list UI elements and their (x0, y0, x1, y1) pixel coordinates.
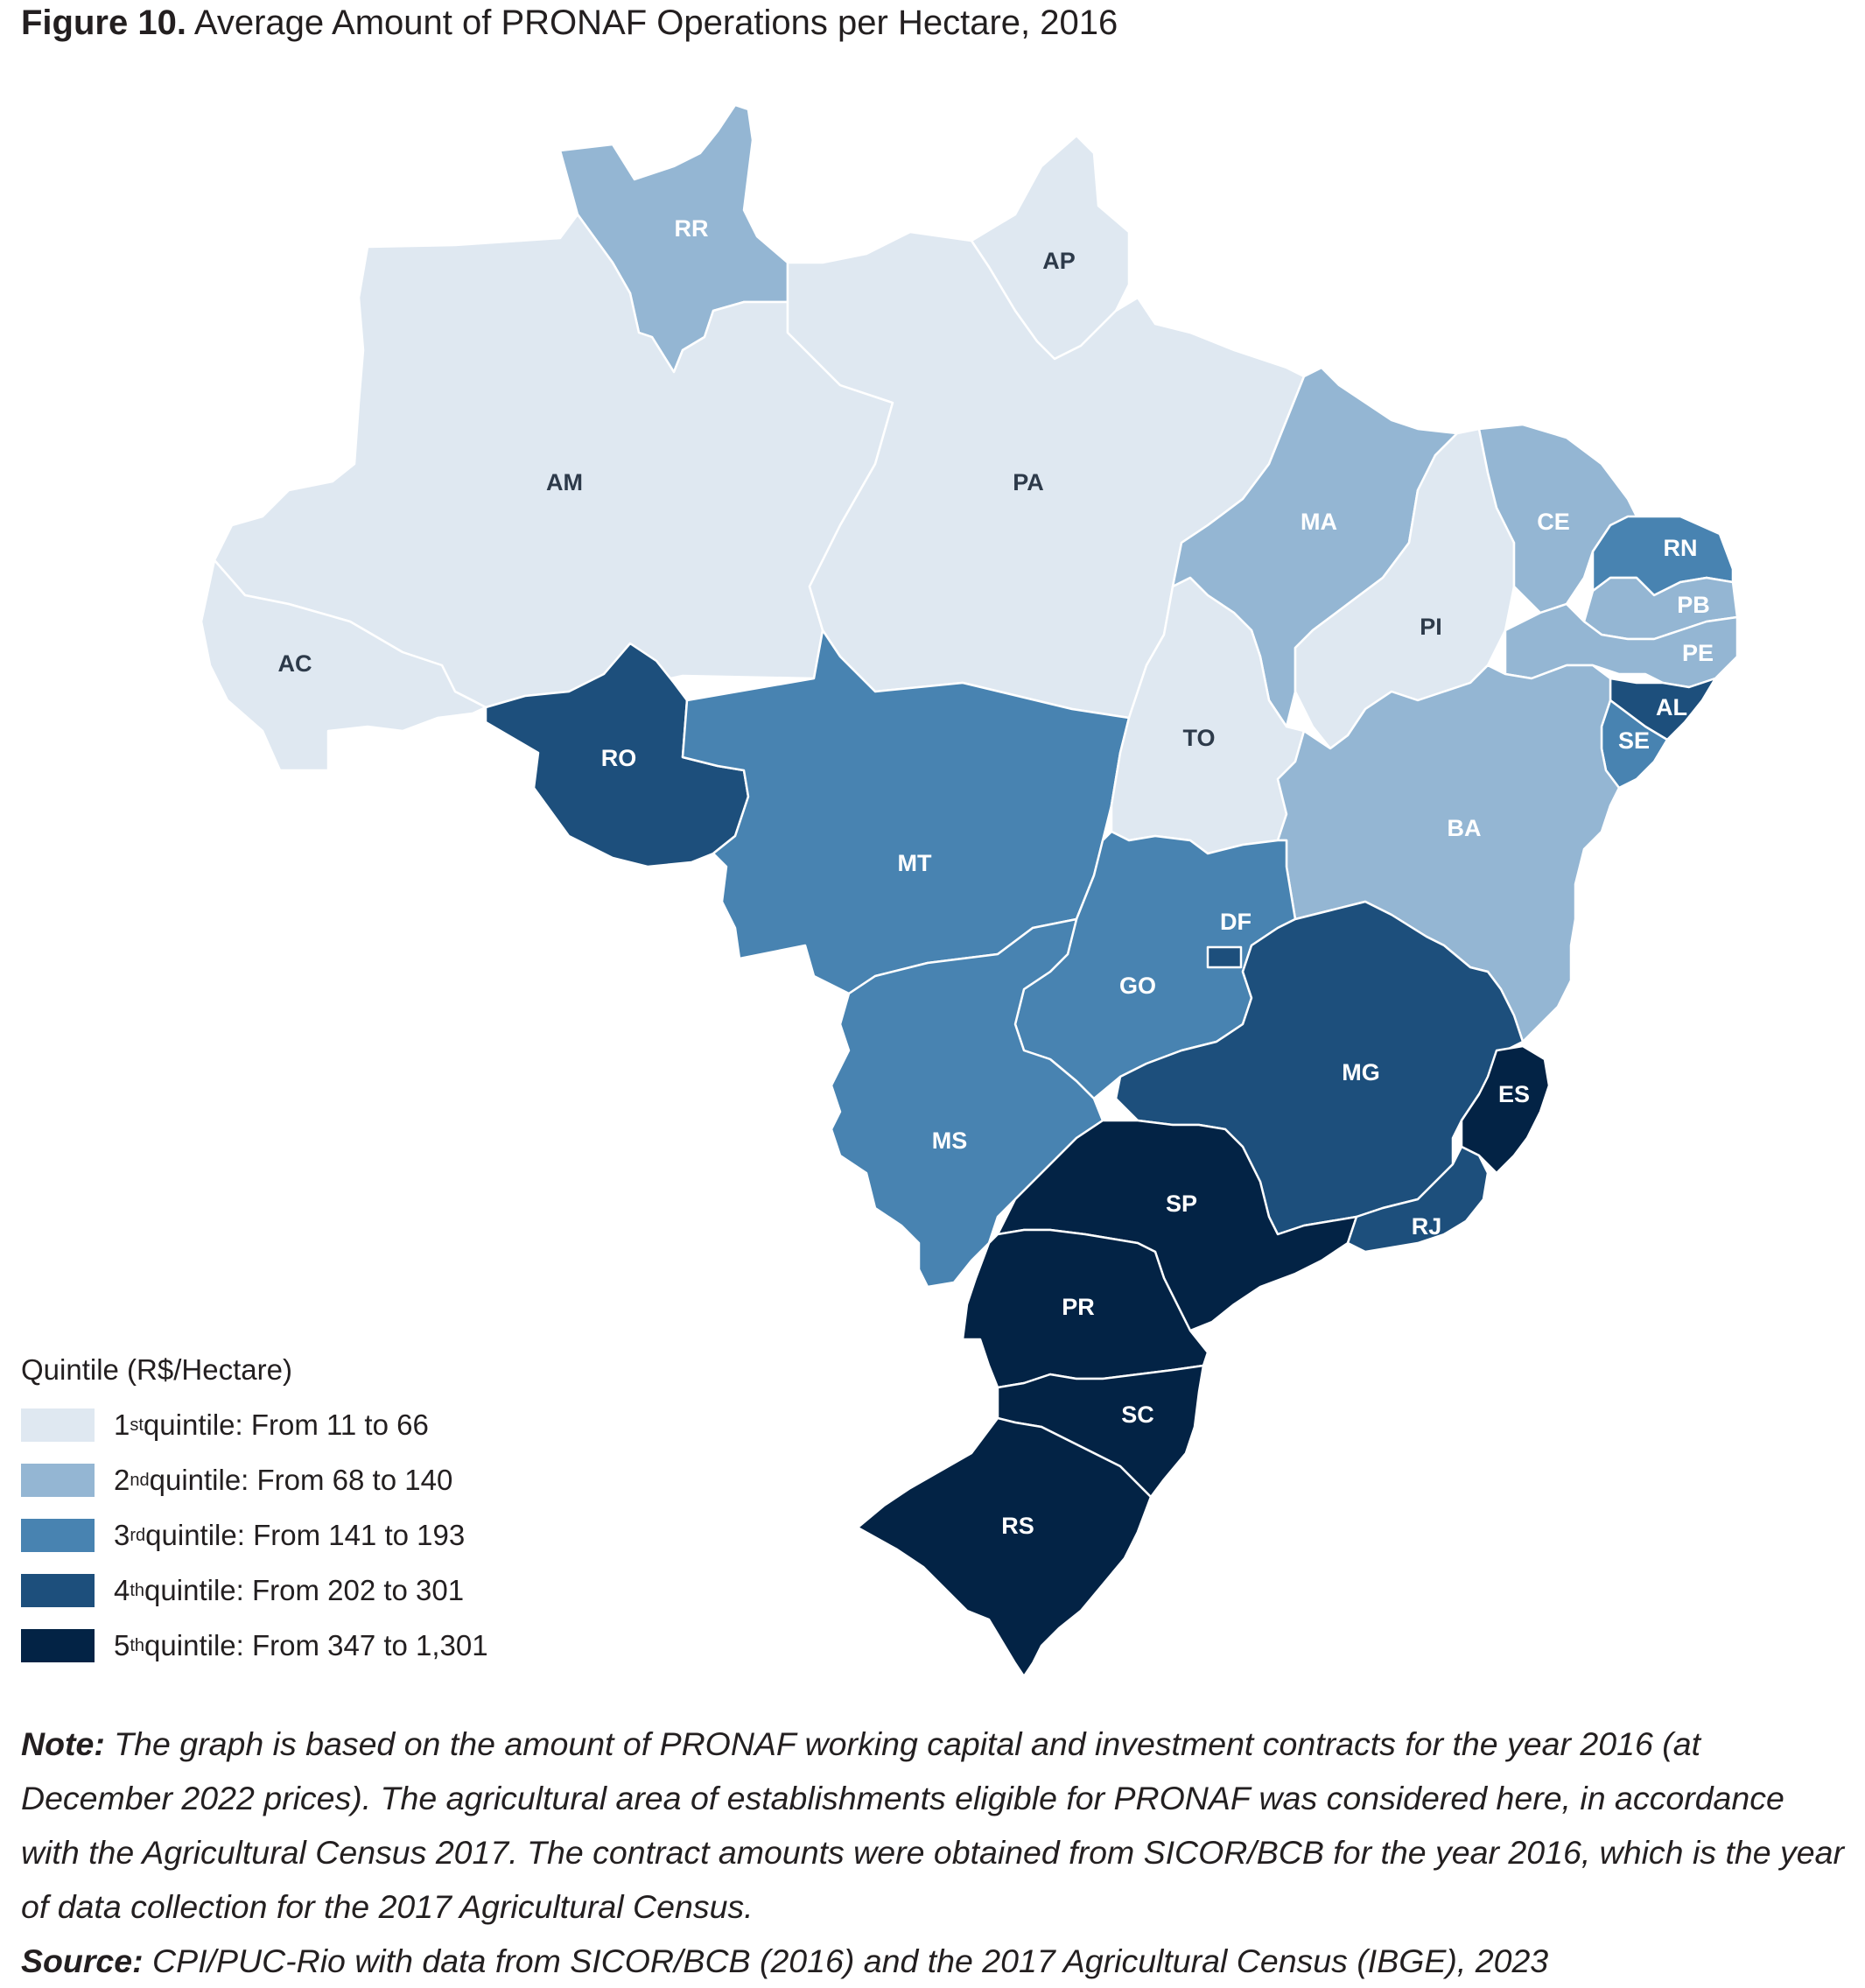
legend-swatch (21, 1464, 95, 1497)
legend-ordinal: 2 (114, 1464, 130, 1497)
label-sc: SC (1121, 1401, 1154, 1428)
label-es: ES (1498, 1081, 1530, 1107)
label-go: GO (1119, 973, 1156, 999)
label-ma: MA (1301, 509, 1337, 535)
label-ac: AC (278, 650, 312, 677)
legend-ordinal: 5 (114, 1629, 130, 1662)
legend-ordinal-suffix: th (130, 1636, 144, 1656)
legend-label: quintile: From 68 to 140 (150, 1464, 453, 1497)
label-ms: MS (932, 1127, 968, 1154)
label-ce: CE (1537, 509, 1570, 535)
legend-label: quintile: From 202 to 301 (144, 1574, 464, 1607)
source-lead: Source: (21, 1942, 144, 1979)
label-pb: PB (1677, 592, 1710, 618)
figure-source: Source: CPI/PUC-Rio with data from SICOR… (21, 1934, 1850, 1988)
legend-swatch (21, 1574, 95, 1607)
label-df: DF (1220, 909, 1252, 935)
legend-label: quintile: From 347 to 1,301 (144, 1629, 488, 1662)
legend-ordinal: 4 (114, 1574, 130, 1607)
label-pa: PA (1013, 469, 1044, 495)
figure-title: Figure 10. Average Amount of PRONAF Oper… (21, 0, 1118, 46)
label-ap: AP (1042, 248, 1076, 274)
label-pe: PE (1682, 640, 1714, 666)
legend-swatch (21, 1408, 95, 1442)
legend-label: quintile: From 141 to 193 (145, 1519, 465, 1552)
label-to: TO (1182, 725, 1215, 751)
figure-number: Figure 10. (21, 4, 186, 42)
label-pi: PI (1420, 614, 1442, 640)
note-text: The graph is based on the amount of PRON… (21, 1725, 1844, 1925)
source-text: CPI/PUC-Rio with data from SICOR/BCB (20… (144, 1942, 1549, 1979)
figure-title-text: Average Amount of PRONAF Operations per … (186, 4, 1118, 42)
legend-ordinal: 1 (114, 1408, 130, 1442)
label-pr: PR (1062, 1294, 1095, 1320)
legend-ordinal-suffix: nd (130, 1471, 149, 1491)
legend-ordinal: 3 (114, 1519, 130, 1552)
legend-ordinal-suffix: rd (130, 1526, 145, 1546)
label-sp: SP (1166, 1191, 1197, 1217)
label-rr: RR (675, 215, 709, 242)
legend-swatch (21, 1629, 95, 1662)
label-se: SE (1618, 727, 1650, 754)
legend-title: Quintile (R$/Hectare) (21, 1353, 488, 1387)
label-rn: RN (1664, 535, 1698, 561)
label-mt: MT (898, 850, 932, 876)
legend-label: quintile: From 11 to 66 (144, 1408, 429, 1442)
label-al: AL (1656, 694, 1687, 720)
legend-ordinal-suffix: th (130, 1581, 144, 1601)
note-lead: Note: (21, 1725, 105, 1762)
label-mg: MG (1342, 1059, 1380, 1085)
legend-swatch (21, 1519, 95, 1552)
label-am: AM (546, 469, 583, 495)
figure-note: Note: The graph is based on the amount o… (21, 1717, 1850, 1934)
legend-ordinal-suffix: st (130, 1415, 144, 1436)
label-rj: RJ (1412, 1213, 1442, 1240)
label-ba: BA (1448, 815, 1482, 841)
label-rs: RS (1001, 1513, 1034, 1539)
label-ro: RO (601, 745, 637, 771)
